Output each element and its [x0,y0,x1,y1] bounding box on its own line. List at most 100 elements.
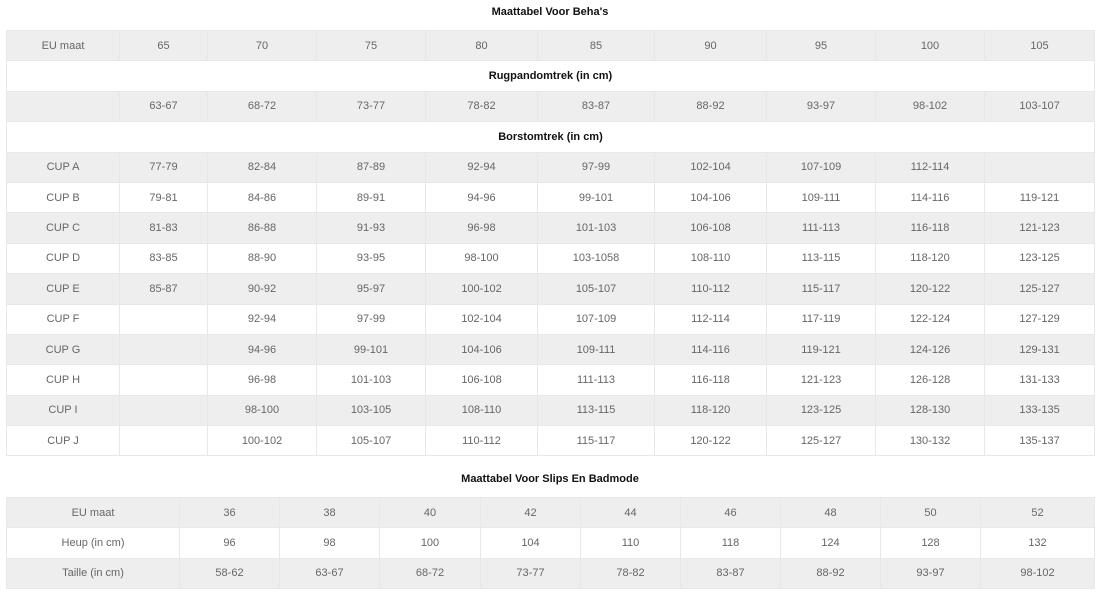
cell: 105-107 [316,425,426,457]
cell: 68-72 [379,557,481,590]
cell: 118 [680,527,781,559]
cell: 122-124 [875,303,985,335]
cell: 104-106 [654,181,767,214]
cell: 115-117 [537,425,655,457]
cell: 127-129 [984,303,1095,335]
cell: 96 [179,527,280,559]
cell: 100-102 [207,425,317,457]
cell: 98-102 [980,557,1095,590]
cup-row: CUP G 94-96 99-101 104-106 109-111 114-116 119… [6,333,1095,366]
row-label: EU maat [6,496,180,529]
briefs-table-title: Maattabel Voor Slips En Badmode [461,473,639,485]
cell: 103-107 [984,90,1095,123]
cell: 75 [316,29,426,62]
cell: 77-79 [119,151,208,183]
cell: 104-106 [425,333,538,366]
cell: 85 [537,29,655,62]
cell: 105 [984,29,1095,62]
cell: 40 [379,496,481,529]
cell: 112-114 [875,151,985,183]
cell: 116-118 [875,212,985,244]
band-heading: Rugpandomtrek (in cm) [6,60,1095,92]
cell: 88-92 [654,90,767,123]
cell: 121-123 [984,212,1095,244]
cell: 109-111 [766,181,876,214]
row-label: Taille (in cm) [6,557,180,590]
cell: 38 [279,496,380,529]
cell: 120-122 [654,425,767,457]
cell: 128 [880,527,981,559]
cell: 87-89 [316,151,426,183]
cell: 92-94 [207,303,317,335]
cell: 78-82 [580,557,681,590]
cell: 113-115 [766,242,876,275]
cell [984,151,1095,183]
cell: 114-116 [875,181,985,214]
briefs-size-table: EU maat 36 38 40 42 44 46 48 50 52 Heup (in cm) 96 9… [6,496,1095,590]
row-label: CUP J [6,425,120,457]
cell: 99-101 [316,333,426,366]
cell: 129-131 [984,333,1095,366]
cell: 96-98 [207,364,317,396]
cell: 111-113 [537,364,655,396]
cell [119,394,208,427]
cup-row: CUP H 96-98 101-103 106-108 111-113 116-118 12… [6,364,1095,396]
cell: 44 [580,496,681,529]
cell [119,333,208,366]
cell: 110-112 [425,425,538,457]
cell: 107-109 [537,303,655,335]
cell: 100 [875,29,985,62]
cup-row: CUP J 100-102 105-107 110-112 115-117 120-122… [6,425,1095,457]
cell: 125-127 [984,273,1095,305]
cell: 94-96 [425,181,538,214]
cell: 104 [480,527,581,559]
cell: 36 [179,496,280,529]
cell: 114-116 [654,333,767,366]
cell: 83-85 [119,242,208,275]
cup-row: CUP A 77-79 82-84 87-89 92-94 97-99 102-104 107… [6,151,1095,183]
cell: 48 [780,496,881,529]
row-label: CUP I [6,394,120,427]
cell: 82-84 [207,151,317,183]
row-label: EU maat [6,29,120,62]
cell: 106-108 [425,364,538,396]
cell: 91-93 [316,212,426,244]
cell: 90 [654,29,767,62]
cell: 124 [780,527,881,559]
cell: 123-125 [984,242,1095,275]
row-label: CUP F [6,303,120,335]
cell: 93-95 [316,242,426,275]
row-label: CUP B [6,181,120,214]
cell: 118-120 [875,242,985,275]
cell: 96-98 [425,212,538,244]
cell: 116-118 [654,364,767,396]
cell: 107-109 [766,151,876,183]
cell: 79-81 [119,181,208,214]
cell: 115-117 [766,273,876,305]
cell: 93-97 [766,90,876,123]
cell: 103-105 [316,394,426,427]
cell [119,364,208,396]
cell: 73-77 [480,557,581,590]
cell: 97-99 [537,151,655,183]
cell: 42 [480,496,581,529]
cell: 88-92 [780,557,881,590]
cell: 119-121 [984,181,1095,214]
briefs-row: Taille (in cm) 58-62 63-67 68-72 73-77 78-82 8… [6,557,1095,590]
cell: 102-104 [654,151,767,183]
cell: 113-115 [537,394,655,427]
cell: 98-100 [425,242,538,275]
cell: 89-91 [316,181,426,214]
cell: 80 [425,29,538,62]
cell: 98 [279,527,380,559]
bust-heading: Borstomtrek (in cm) [6,121,1095,153]
cell: 102-104 [425,303,538,335]
eu-size-row: EU maat 65 70 75 80 85 90 95 100 105 [6,29,1095,62]
bra-size-table: EU maat 65 70 75 80 85 90 95 100 105 Rugpandomtrek… [6,29,1095,457]
cup-row: CUP B 79-81 84-86 89-91 94-96 99-101 104-106 10… [6,181,1095,214]
cell: 88-90 [207,242,317,275]
cell: 128-130 [875,394,985,427]
cell: 94-96 [207,333,317,366]
cell: 108-110 [425,394,538,427]
cup-row: CUP I 98-100 103-105 108-110 113-115 118-120 1… [6,394,1095,427]
